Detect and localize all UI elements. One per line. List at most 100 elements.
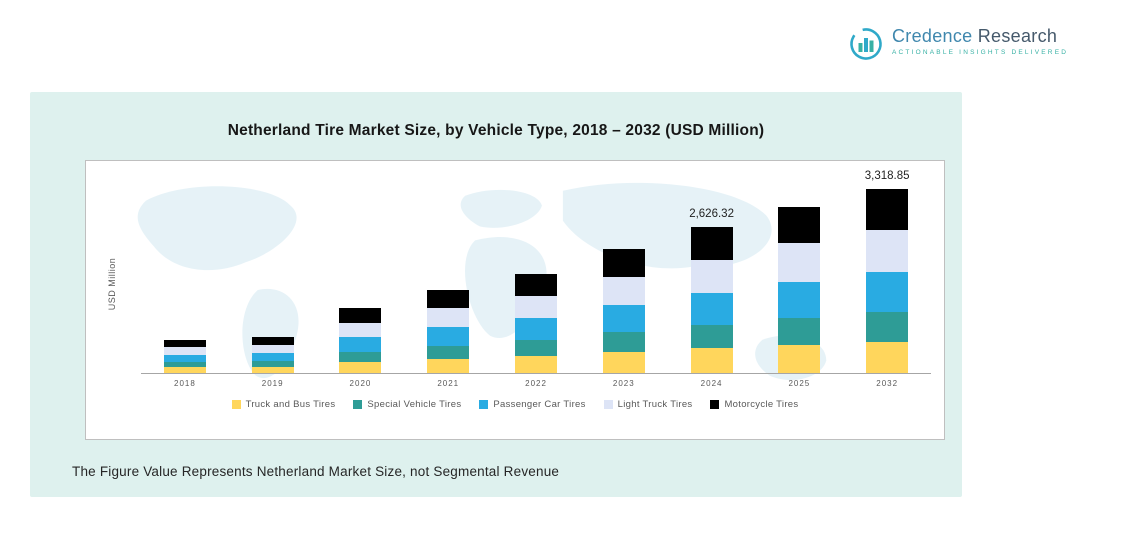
x-tick-2020: 2020 [349, 379, 372, 388]
bar-segment-2022-motorcycle-tires [515, 273, 558, 296]
bar-segment-2023-light-truck-tires [602, 276, 645, 306]
stacked-bar-2019 [251, 336, 294, 373]
x-tick-2022: 2022 [525, 379, 547, 388]
logo-brand-primary: Credence [892, 26, 973, 46]
bars-row: 2018 2019 2020 2021 2022 2023 2,626.32 2024 2025… [141, 161, 931, 388]
chart-title: Netherland Tire Market Size, by Vehicle … [227, 122, 765, 139]
legend-item-motorcycle-tires: Motorcycle Tires [710, 399, 798, 410]
bar-segment-2023-passenger-car-tires [602, 305, 645, 333]
x-tick-2032: 2032 [876, 379, 899, 388]
stacked-bar-2022 [515, 273, 558, 373]
x-tick-2019: 2019 [261, 379, 284, 388]
bar-segment-2018-motorcycle-tires [163, 339, 206, 348]
bar-total-label-2032: 3,318.85 [864, 170, 910, 182]
bar-group-2020: 2020 [317, 161, 405, 388]
stacked-bar-2032 [866, 189, 909, 373]
footnote-text: The Figure Value Represents Netherland M… [72, 464, 560, 479]
legend-item-light-truck-tires: Light Truck Tires [603, 399, 693, 410]
chart-panel: Netherland Tire Market Size, by Vehicle … [30, 92, 962, 497]
bar-segment-2019-motorcycle-tires [251, 336, 294, 345]
logo-brand-secondary: Research [972, 26, 1058, 46]
x-tick-2018: 2018 [173, 379, 196, 388]
stacked-bar-2020 [339, 308, 382, 373]
credence-research-logo: Credence Research Actionable Insights De… [848, 26, 1068, 62]
bar-segment-2024-light-truck-tires [690, 259, 733, 294]
bar-segment-2021-special-vehicle-tires [427, 345, 470, 359]
stacked-bar-2021 [427, 289, 470, 373]
x-tick-2021: 2021 [437, 379, 460, 388]
bar-segment-2025-light-truck-tires [778, 243, 821, 282]
legend-label-passenger-car-tires: Passenger Car Tires [493, 399, 586, 410]
bar-segment-2019-passenger-car-tires [251, 352, 294, 361]
bar-segment-2023-truck-and-bus-tires [602, 352, 645, 373]
stacked-bar-2023 [602, 249, 645, 373]
bar-group-2032: 3,318.85 2032 [843, 161, 931, 388]
logo-text-block: Credence Research Actionable Insights De… [892, 26, 1068, 56]
bar-segment-2019-light-truck-tires [251, 344, 294, 353]
x-tick-2025: 2025 [788, 379, 811, 388]
logo-wordmark: Credence Research [892, 26, 1068, 47]
legend-swatch-light-truck-tires [603, 400, 613, 409]
bar-segment-2032-motorcycle-tires [866, 189, 909, 230]
bar-segment-2021-light-truck-tires [427, 308, 470, 328]
bar-group-2019: 2019 [229, 161, 317, 388]
bar-segment-2032-passenger-car-tires [866, 271, 909, 313]
bar-group-2018: 2018 [141, 161, 229, 388]
stacked-bar-2024 [690, 227, 733, 373]
bar-segment-2020-passenger-car-tires [339, 337, 382, 352]
bar-segment-2023-special-vehicle-tires [602, 332, 645, 352]
bar-segment-2020-truck-and-bus-tires [339, 362, 382, 373]
bar-segment-2018-special-vehicle-tires [163, 362, 206, 368]
y-axis-label: USD Million [107, 257, 117, 311]
bar-segment-2020-special-vehicle-tires [339, 351, 382, 362]
bar-segment-2018-truck-and-bus-tires [163, 367, 206, 373]
chart-legend: Truck and Bus Tires Special Vehicle Tires… [86, 399, 944, 410]
legend-item-passenger-car-tires: Passenger Car Tires [479, 399, 585, 410]
bar-segment-2021-truck-and-bus-tires [427, 358, 470, 373]
chart-plot-box: USD Million 2018 2019 2020 2021 2022 2023 2,62… [85, 160, 945, 440]
bar-segment-2024-passenger-car-tires [690, 293, 733, 326]
bar-segment-2024-truck-and-bus-tires [690, 348, 733, 373]
legend-label-truck-and-bus-tires: Truck and Bus Tires [245, 399, 336, 410]
bar-segment-2032-light-truck-tires [866, 229, 909, 272]
legend-swatch-special-vehicle-tires [353, 400, 363, 409]
bar-segment-2019-truck-and-bus-tires [251, 366, 294, 373]
bar-segment-2022-passenger-car-tires [515, 318, 558, 341]
x-tick-2024: 2024 [700, 379, 723, 388]
x-tick-2023: 2023 [612, 379, 635, 388]
x-axis-line [141, 373, 931, 374]
bar-segment-2018-passenger-car-tires [163, 354, 206, 363]
legend-item-truck-and-bus-tires: Truck and Bus Tires [231, 399, 336, 410]
bar-segment-2025-motorcycle-tires [778, 206, 821, 244]
logo-chart-icon [850, 28, 882, 60]
bar-segment-2018-light-truck-tires [163, 347, 206, 355]
legend-label-special-vehicle-tires: Special Vehicle Tires [367, 399, 462, 410]
bar-segment-2020-light-truck-tires [339, 322, 382, 338]
bar-segment-2022-truck-and-bus-tires [515, 356, 558, 373]
bar-segment-2024-motorcycle-tires [690, 227, 733, 260]
bar-segment-2025-passenger-car-tires [778, 281, 821, 319]
bar-segment-2022-light-truck-tires [515, 295, 558, 319]
bar-group-2024: 2,626.32 2024 [668, 161, 756, 388]
legend-swatch-passenger-car-tires [479, 400, 489, 409]
bar-group-2025: 2025 [755, 161, 843, 388]
bar-segment-2021-passenger-car-tires [427, 327, 470, 346]
legend-swatch-motorcycle-tires [710, 400, 720, 409]
bar-group-2022: 2022 [492, 161, 580, 388]
bar-total-label-2024: 2,626.32 [689, 208, 734, 221]
bar-segment-2032-truck-and-bus-tires [866, 341, 909, 373]
bar-segment-2019-special-vehicle-tires [251, 360, 294, 367]
legend-label-light-truck-tires: Light Truck Tires [617, 399, 693, 410]
bar-segment-2023-motorcycle-tires [602, 249, 645, 277]
bar-segment-2022-special-vehicle-tires [515, 340, 558, 357]
plot-area: 2018 2019 2020 2021 2022 2023 2,626.32 2024 2025… [141, 161, 931, 388]
bar-segment-2020-motorcycle-tires [339, 308, 382, 323]
bar-segment-2021-motorcycle-tires [427, 289, 470, 309]
bar-segment-2025-truck-and-bus-tires [778, 344, 821, 373]
logo-tagline: Actionable Insights Delivered [892, 49, 1069, 56]
stacked-bar-2025 [778, 206, 821, 373]
bar-segment-2032-special-vehicle-tires [866, 312, 909, 342]
legend-item-special-vehicle-tires: Special Vehicle Tires [353, 399, 461, 410]
legend-label-motorcycle-tires: Motorcycle Tires [724, 399, 799, 410]
